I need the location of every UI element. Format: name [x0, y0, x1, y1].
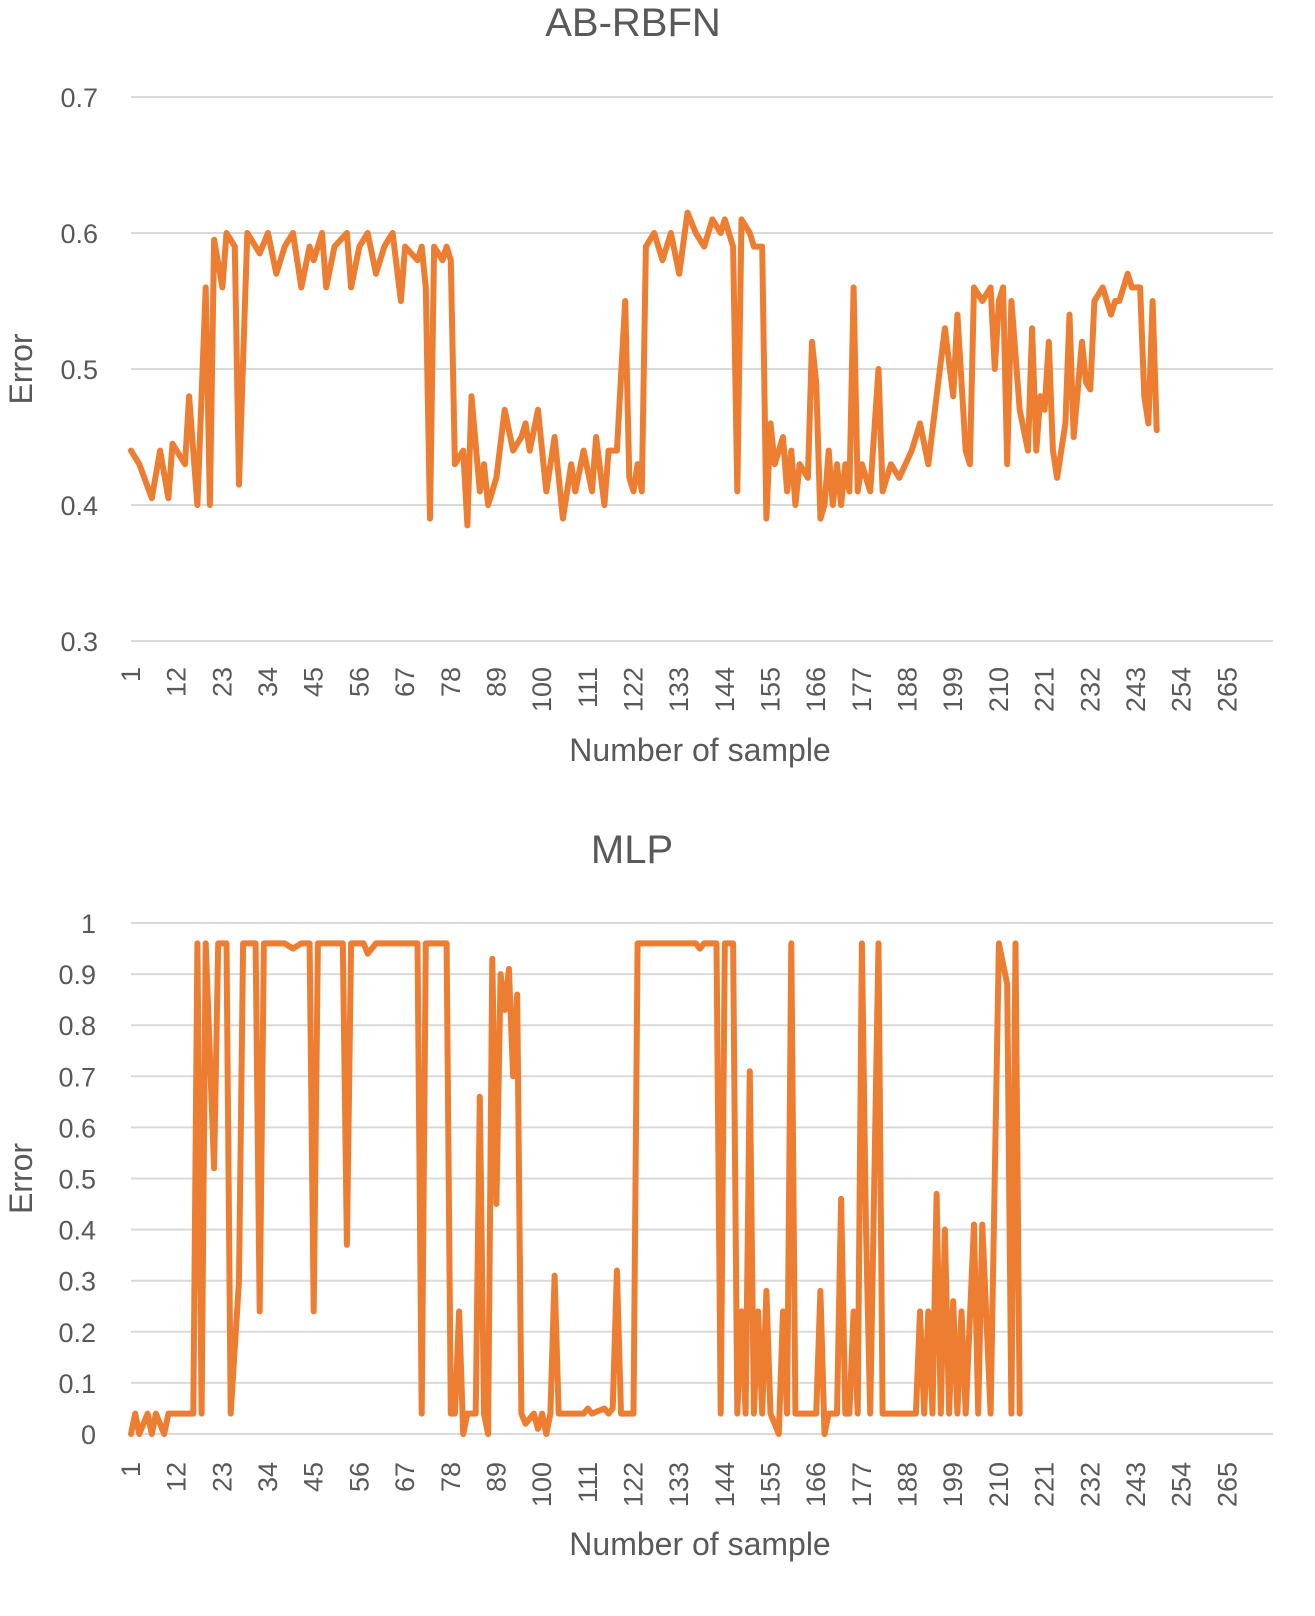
x-tick-label: 254	[1167, 667, 1197, 712]
y-tick-label: 0.9	[58, 960, 96, 990]
y-tick-label: 0.4	[58, 1216, 96, 1246]
x-tick-label: 56	[344, 667, 374, 697]
series-line	[128, 940, 1023, 1437]
x-axis-label: Number of sample	[569, 1526, 830, 1562]
y-tick-label: 0.3	[58, 1267, 96, 1297]
x-tick-label: 67	[390, 667, 420, 697]
x-tick-label: 78	[436, 1462, 466, 1492]
y-tick-label: 0.6	[58, 1113, 96, 1143]
x-tick-label: 210	[984, 667, 1014, 712]
x-tick-label: 144	[710, 1462, 740, 1507]
chart-title: AB-RBFN	[545, 1, 721, 45]
x-tick-label: 111	[573, 1462, 603, 1503]
x-tick-label: 133	[664, 1462, 694, 1507]
chart-ab-rbfn-svg: AB-RBFN 0.3 0.4 0.5 0.6 0.7 1 12 23 34 45 56 67 78 89 1…	[3, 1, 1273, 768]
x-tick-label: 122	[618, 1462, 648, 1507]
y-tick-label: 0.3	[60, 627, 98, 657]
x-tick-label: 45	[299, 1462, 329, 1492]
y-tick-label: 0.5	[60, 355, 98, 385]
y-tick-label: 1	[81, 909, 96, 939]
chart-ab-rbfn: AB-RBFN 0.3 0.4 0.5 0.6 0.7 1 12 23 34 45 56 67 78 89 1…	[0, 0, 1315, 800]
x-tick-label: 45	[299, 667, 329, 697]
x-tick-label: 1	[116, 667, 146, 682]
x-tick-label: 221	[1030, 1462, 1060, 1507]
x-tick-label: 243	[1121, 1462, 1151, 1507]
x-tick-label: 166	[801, 667, 831, 712]
x-tick-label: 221	[1030, 667, 1060, 712]
x-tick-label: 243	[1121, 667, 1151, 712]
x-tick-label: 155	[756, 1462, 786, 1507]
x-tick-label: 122	[618, 667, 648, 712]
x-tick-label: 133	[664, 667, 694, 712]
x-tick-label: 100	[527, 1462, 557, 1507]
x-tick-label: 78	[436, 667, 466, 697]
y-tick-label: 0.8	[58, 1011, 96, 1041]
y-tick-label: 0.2	[58, 1318, 96, 1348]
chart-title: MLP	[591, 828, 673, 872]
x-tick-label: 100	[527, 667, 557, 712]
x-tick-label: 232	[1075, 1462, 1105, 1507]
x-tick-label: 254	[1167, 1462, 1197, 1507]
x-tick-label: 12	[162, 667, 192, 697]
y-tick-label: 0.5	[58, 1165, 96, 1195]
series-line	[128, 209, 1160, 529]
x-tick-label: 34	[253, 1462, 283, 1492]
x-tick-label: 111	[573, 667, 603, 708]
x-tick-label: 34	[253, 667, 283, 697]
x-tick-label: 265	[1212, 1462, 1242, 1507]
x-tick-label: 67	[390, 1462, 420, 1492]
x-tick-label: 199	[938, 1462, 968, 1507]
x-tick-label: 188	[893, 667, 923, 712]
x-tick-label: 177	[847, 1462, 877, 1507]
x-tick-label: 232	[1075, 667, 1105, 712]
x-tick-label: 188	[893, 1462, 923, 1507]
x-tick-label: 199	[938, 667, 968, 712]
y-tick-label: 0	[81, 1420, 96, 1450]
x-tick-label: 177	[847, 667, 877, 712]
x-tick-label: 23	[207, 1462, 237, 1492]
x-tick-label: 144	[710, 667, 740, 712]
x-tick-label: 12	[162, 1462, 192, 1492]
x-axis-label: Number of sample	[569, 732, 830, 768]
y-axis-label: Error	[3, 1143, 39, 1214]
x-tick-label: 56	[344, 1462, 374, 1492]
x-tick-label: 89	[481, 667, 511, 697]
x-tick-label: 23	[207, 667, 237, 697]
x-tick-label: 1	[116, 1462, 146, 1477]
y-tick-label: 0.4	[60, 491, 98, 521]
chart-mlp: MLP 0 0.1 0.2 0.3 0.4 0.5 0.6 0.7 0.8 0.9 1 1 12 23 34 4…	[0, 815, 1315, 1616]
y-axis-label: Error	[3, 333, 39, 404]
x-tick-label: 155	[756, 667, 786, 712]
x-tick-label: 166	[801, 1462, 831, 1507]
x-tick-label: 89	[481, 1462, 511, 1492]
chart-mlp-svg: MLP 0 0.1 0.2 0.3 0.4 0.5 0.6 0.7 0.8 0.9 1 1 12 23 34 4…	[3, 828, 1273, 1562]
y-tick-label: 0.7	[58, 1062, 96, 1092]
x-tick-label: 210	[984, 1462, 1014, 1507]
y-tick-label: 0.7	[60, 83, 98, 113]
x-tick-label: 265	[1212, 667, 1242, 712]
y-tick-label: 0.6	[60, 219, 98, 249]
y-tick-label: 0.1	[58, 1369, 96, 1399]
